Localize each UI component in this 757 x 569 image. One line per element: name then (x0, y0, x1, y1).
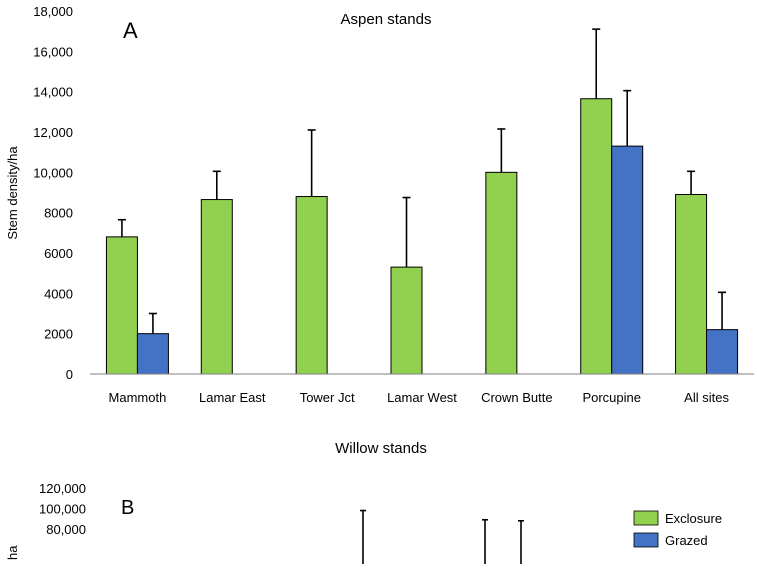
panel-b-willow-chart: Willow stands B ha 100,000120,00080,000 … (5, 440, 722, 564)
error-bar (623, 89, 632, 147)
error-bar (360, 509, 366, 564)
error-bar (497, 128, 506, 173)
y-axis-label: ha (5, 545, 20, 560)
x-tick-label: Tower Jct (300, 390, 355, 405)
y-tick-label: 10,000 (33, 165, 73, 180)
error-bar (148, 312, 157, 334)
panel-a-aspen-chart: Aspen stands A Stem density/ha 0 2000 4000… (5, 4, 754, 405)
error-bar (117, 218, 126, 237)
y-tick-label: 4000 (44, 286, 73, 301)
bar-exclosure-tower-jct (295, 196, 328, 375)
y-tick-labels: 100,000 120,000 80,000 (39, 481, 86, 537)
bar-grazed-mammoth (136, 333, 169, 375)
bar-exclosure-crown-butte (485, 171, 518, 375)
x-tick-label: All sites (684, 390, 729, 405)
legend-swatch-grazed (633, 532, 659, 548)
panel-label: B (121, 497, 134, 519)
bar-exclosure-mammoth (105, 236, 138, 375)
y-tick-label: 14,000 (33, 85, 73, 100)
error-bar (307, 129, 316, 197)
bars (105, 98, 739, 375)
y-tick-label: 0 (66, 367, 73, 382)
error-bars (360, 509, 524, 564)
bar-grazed-porcupine (611, 145, 644, 375)
y-tick-label-clipped: 80,000 (46, 522, 86, 537)
y-tick-label: 18,000 (33, 4, 73, 19)
x-tick-label: Lamar West (387, 390, 457, 405)
error-bar (482, 518, 488, 564)
bar-exclosure-lamar-east (200, 199, 233, 375)
y-tick-label: 100,000 (39, 502, 86, 517)
error-bar (518, 519, 524, 564)
y-tick-labels: 0 2000 4000 6000 8000 10,000 12,000 14,000 16,00… (33, 4, 73, 382)
error-bar (687, 170, 696, 195)
bar-exclosure-lamar-west (390, 266, 423, 375)
x-tick-label: Mammoth (109, 390, 167, 405)
error-bar (718, 291, 727, 330)
y-tick-label: 16,000 (33, 44, 73, 59)
y-tick-label: 8000 (44, 206, 73, 221)
x-tick-label: Lamar East (199, 390, 266, 405)
y-tick-label: 2000 (44, 327, 73, 342)
error-bar (212, 170, 221, 200)
y-tick-label: 120,000 (39, 481, 86, 496)
y-tick-label: 6000 (44, 246, 73, 261)
chart-title: Willow stands (335, 440, 427, 457)
bar-exclosure-porcupine (580, 98, 613, 375)
legend-swatch-exclosure (633, 510, 659, 526)
x-tick-label: Porcupine (582, 390, 641, 405)
legend-label-exclosure: Exclosure (665, 511, 722, 526)
y-axis-label: Stem density/ha (5, 146, 20, 240)
error-bars (117, 28, 727, 334)
error-bar (402, 196, 411, 268)
legend-label-grazed: Grazed (665, 533, 708, 548)
x-tick-labels: Mammoth Lamar East Tower Jct Lamar West Crow… (109, 390, 730, 405)
chart-title: Aspen stands (341, 11, 432, 28)
panel-label: A (123, 18, 138, 43)
legend: Exclosure Grazed (633, 510, 722, 548)
x-tick-label: Crown Butte (481, 390, 553, 405)
bar-grazed-all-sites (706, 329, 739, 375)
error-bar (592, 28, 601, 99)
bar-exclosure-all-sites (675, 194, 708, 375)
y-tick-label: 12,000 (33, 125, 73, 140)
